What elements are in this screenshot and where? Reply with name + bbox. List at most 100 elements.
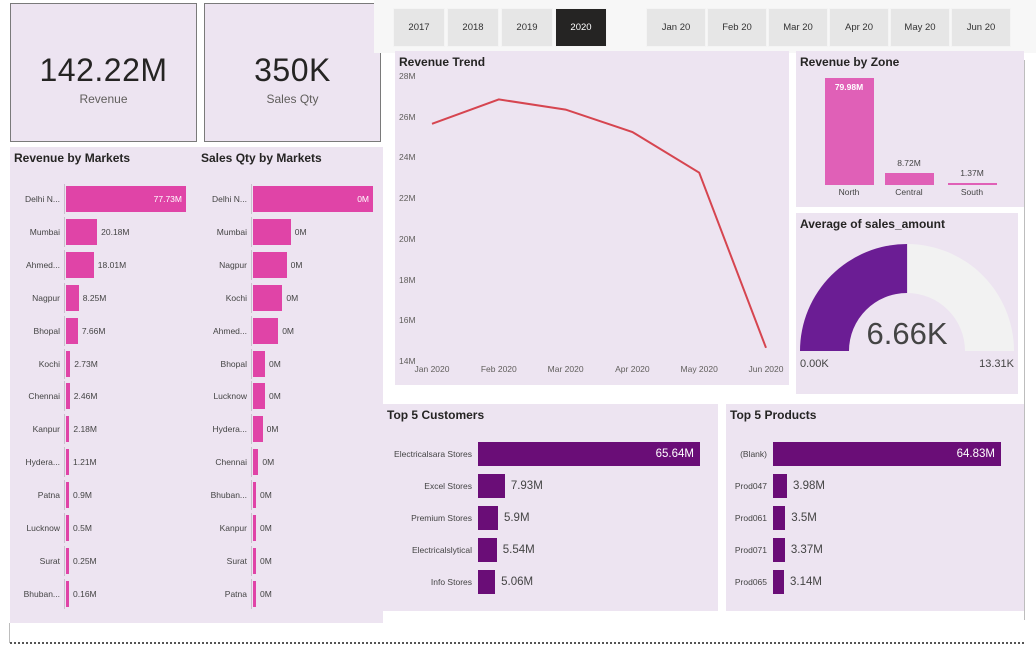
- top-customer-bar[interactable]: [478, 506, 498, 530]
- revenue-market-row[interactable]: Nagpur 8.25M: [10, 282, 197, 313]
- top-product-row[interactable]: Prod065 3.14M: [726, 570, 1024, 594]
- top-customer-bar[interactable]: [478, 442, 700, 466]
- top-customer-bar[interactable]: [478, 474, 505, 498]
- top-customer-value: 5.54M: [502, 544, 535, 556]
- top-customer-row[interactable]: Premium Stores 5.9M: [383, 506, 718, 530]
- sales-qty-market-bar[interactable]: [253, 416, 263, 443]
- sales-qty-market-bar[interactable]: [253, 317, 279, 344]
- month-feb-20-button[interactable]: Feb 20: [707, 8, 767, 47]
- top-product-row[interactable]: Prod061 3.5M: [726, 506, 1024, 530]
- top-customer-row[interactable]: Electricalslytical 5.54M: [383, 538, 718, 562]
- month-apr-20-button[interactable]: Apr 20: [829, 8, 889, 47]
- revenue-market-row[interactable]: Lucknow 0.5M: [10, 513, 197, 543]
- sales-qty-market-bar[interactable]: [253, 218, 291, 245]
- revenue-market-row[interactable]: Kochi 2.73M: [10, 348, 197, 379]
- top-customer-row[interactable]: Excel Stores 7.93M: [383, 474, 718, 498]
- revenue-market-row[interactable]: Chennai 2.46M: [10, 381, 197, 412]
- sales-qty-market-bar[interactable]: [253, 547, 256, 574]
- sales-qty-market-bar[interactable]: [253, 383, 265, 410]
- top-customer-label: Premium Stores: [411, 513, 472, 523]
- top-5-products-panel: Top 5 Products (Blank) 64.83M Prod047 3.98M…: [726, 404, 1024, 611]
- sales-qty-market-row[interactable]: Kanpur 0M: [197, 513, 383, 543]
- revenue-market-row[interactable]: Delhi N... 77.73M: [10, 184, 197, 214]
- sales-qty-market-row[interactable]: Bhuban... 0M: [197, 480, 383, 511]
- sales-qty-market-row[interactable]: Patna 0M: [197, 578, 383, 609]
- sales-qty-by-markets-panel: Sales Qty by Markets Delhi N... 0M Mumbai 0…: [197, 147, 383, 623]
- revenue-market-bar[interactable]: [66, 218, 98, 245]
- revenue-market-bar[interactable]: [66, 251, 94, 278]
- revenue-market-bar[interactable]: [66, 186, 186, 212]
- revenue-trend-x-tick: Apr 2020: [615, 364, 650, 374]
- sales-qty-market-bar[interactable]: [253, 284, 283, 311]
- top-product-bar[interactable]: [773, 506, 786, 530]
- sales-qty-market-row[interactable]: Delhi N... 0M: [197, 184, 383, 214]
- top-product-label: Prod071: [734, 545, 767, 555]
- year-2017-button[interactable]: 2017: [393, 8, 445, 47]
- sales-qty-market-row[interactable]: Ahmed... 0M: [197, 315, 383, 346]
- revenue-market-row[interactable]: Kanpur 2.18M: [10, 414, 197, 445]
- revenue-market-bar[interactable]: [66, 482, 69, 509]
- sales-qty-market-row[interactable]: Kochi 0M: [197, 282, 383, 313]
- sales-qty-market-row[interactable]: Surat 0M: [197, 545, 383, 576]
- revenue-market-bar[interactable]: [66, 580, 69, 607]
- revenue-market-bar[interactable]: [66, 284, 79, 311]
- sales-qty-market-axis-line: [251, 184, 252, 214]
- sales-qty-market-value: 0M: [290, 259, 303, 270]
- revenue-market-axis-line: [64, 348, 65, 379]
- zone-bar[interactable]: [947, 183, 997, 185]
- sales-qty-market-row[interactable]: Hydera... 0M: [197, 414, 383, 445]
- revenue-market-bar[interactable]: [66, 515, 69, 541]
- sales-qty-market-bar[interactable]: [253, 482, 256, 509]
- top-customer-row[interactable]: Info Stores 5.06M: [383, 570, 718, 594]
- top-customer-row[interactable]: Electricalsara Stores 65.64M: [383, 442, 718, 466]
- top-product-bar[interactable]: [773, 474, 787, 498]
- year-2019-button[interactable]: 2019: [501, 8, 553, 47]
- sales-qty-market-bar[interactable]: [253, 251, 287, 278]
- revenue-market-row[interactable]: Ahmed... 18.01M: [10, 249, 197, 280]
- revenue-market-row[interactable]: Bhuban... 0.16M: [10, 578, 197, 609]
- month-may-20-button[interactable]: May 20: [890, 8, 950, 47]
- month-jun-20-button[interactable]: Jun 20: [951, 8, 1011, 47]
- revenue-by-markets-panel: Revenue by Markets Delhi N... 77.73M Mumba…: [10, 147, 197, 623]
- sales-qty-market-row[interactable]: Mumbai 0M: [197, 216, 383, 247]
- year-2020-button[interactable]: 2020: [555, 8, 607, 47]
- revenue-trend-plot: [431, 98, 767, 349]
- revenue-market-bar[interactable]: [66, 317, 78, 344]
- top-product-value: 3.98M: [792, 480, 825, 492]
- sales-qty-market-bar[interactable]: [253, 449, 259, 476]
- top-product-row[interactable]: Prod071 3.37M: [726, 538, 1024, 562]
- sales-qty-market-bar[interactable]: [253, 515, 256, 541]
- zone-bar[interactable]: [884, 173, 934, 185]
- revenue-market-bar[interactable]: [66, 416, 70, 443]
- month-mar-20-button[interactable]: Mar 20: [768, 8, 828, 47]
- revenue-market-row[interactable]: Mumbai 20.18M: [10, 216, 197, 247]
- sales-qty-market-bar[interactable]: [253, 580, 256, 607]
- sales-qty-market-label: Patna: [224, 588, 247, 599]
- sales-qty-market-row[interactable]: Chennai 0M: [197, 447, 383, 478]
- sales-qty-market-row[interactable]: Nagpur 0M: [197, 249, 383, 280]
- top-product-row[interactable]: Prod047 3.98M: [726, 474, 1024, 498]
- top-product-row[interactable]: (Blank) 64.83M: [726, 442, 1024, 466]
- revenue-market-row[interactable]: Surat 0.25M: [10, 545, 197, 576]
- revenue-market-row[interactable]: Bhopal 7.66M: [10, 315, 197, 346]
- top-product-bar[interactable]: [773, 538, 785, 562]
- revenue-market-bar[interactable]: [66, 350, 71, 377]
- month-jan-20-button[interactable]: Jan 20: [646, 8, 706, 47]
- top-customer-bar[interactable]: [478, 570, 496, 594]
- top-product-bar[interactable]: [773, 570, 785, 594]
- revenue-market-bar[interactable]: [66, 449, 69, 476]
- revenue-market-row[interactable]: Hydera... 1.21M: [10, 447, 197, 478]
- revenue-market-row[interactable]: Patna 0.9M: [10, 480, 197, 511]
- sales-qty-market-bar[interactable]: [253, 350, 265, 377]
- revenue-market-value: 1.21M: [73, 457, 97, 468]
- zone-bar[interactable]: [824, 78, 874, 185]
- sales-qty-market-row[interactable]: Bhopal 0M: [197, 348, 383, 379]
- revenue-market-bar[interactable]: [66, 547, 69, 574]
- year-2018-button[interactable]: 2018: [447, 8, 499, 47]
- sales-qty-market-bar[interactable]: [253, 186, 373, 212]
- revenue-market-bar[interactable]: [66, 383, 70, 410]
- sales-qty-market-row[interactable]: Lucknow 0M: [197, 381, 383, 412]
- top-product-bar[interactable]: [773, 442, 1001, 466]
- top-5-customers-chart: Electricalsara Stores 65.64M Excel Stores 7…: [383, 442, 718, 608]
- top-customer-bar[interactable]: [478, 538, 497, 562]
